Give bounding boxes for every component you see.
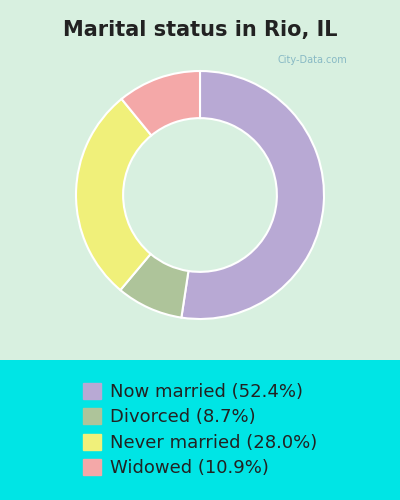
Legend: Now married (52.4%), Divorced (8.7%), Never married (28.0%), Widowed (10.9%): Now married (52.4%), Divorced (8.7%), Ne… bbox=[74, 374, 326, 486]
Text: Marital status in Rio, IL: Marital status in Rio, IL bbox=[63, 20, 337, 40]
Wedge shape bbox=[76, 99, 151, 290]
Wedge shape bbox=[122, 71, 200, 136]
Wedge shape bbox=[181, 71, 324, 319]
Wedge shape bbox=[120, 254, 188, 318]
Text: City-Data.com: City-Data.com bbox=[277, 55, 347, 65]
